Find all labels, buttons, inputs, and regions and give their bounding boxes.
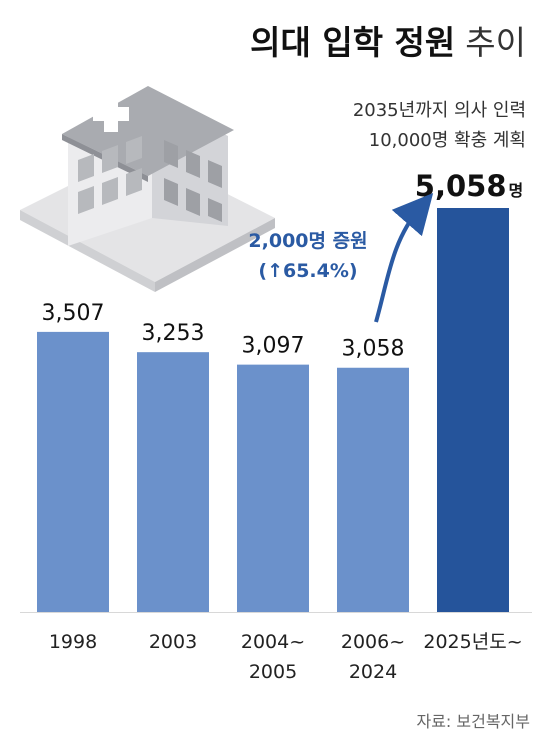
value-label-2: 3,097: [242, 334, 305, 359]
x-tick-label-3: 2006~ 2024: [341, 631, 405, 683]
bar-4: [437, 208, 509, 612]
source-note: 자료: 보건복지부: [416, 712, 530, 731]
chart-title: 의대 입학 정원 추이: [250, 26, 526, 59]
x-tick-label-2: 2004~ 2005: [241, 631, 305, 683]
value-label-4: 5,058 명: [415, 169, 523, 203]
bar-2: [237, 364, 309, 612]
annotation-line-2: (↑65.4%): [258, 260, 358, 282]
increase-annotation: 2,000명 증원 (↑65.4%): [228, 226, 388, 286]
subtitle: 2035년까지 의사 인력 10,000명 확충 계획: [353, 96, 526, 156]
bars-group: [37, 208, 509, 612]
value-label-3: 3,058: [342, 337, 405, 362]
bar-0: [37, 331, 109, 612]
value-unit: 명: [509, 181, 524, 200]
subtitle-line-2: 10,000명 확충 계획: [368, 130, 526, 151]
x-tick-label-1: 2003: [149, 631, 197, 653]
subtitle-line-1: 2035년까지 의사 인력: [352, 100, 526, 121]
title-light: 추이: [465, 23, 526, 62]
value-label-1: 3,253: [142, 321, 205, 346]
hospital-building-icon: [20, 86, 275, 292]
increase-arrow: [374, 192, 434, 323]
bar-3: [337, 367, 409, 612]
x-tick-label-4: 2025년도~: [423, 631, 522, 653]
annotation-line-1: 2,000명 증원: [248, 230, 368, 252]
x-tick-label-0: 1998: [49, 631, 97, 653]
bar-1: [137, 352, 209, 612]
value-label-0: 3,507: [42, 301, 105, 326]
x-axis-labels: 1998 2003 2004~ 2005 2006~ 2024 2025년도~: [49, 631, 523, 683]
title-bold: 의대 입학 정원: [250, 23, 456, 62]
